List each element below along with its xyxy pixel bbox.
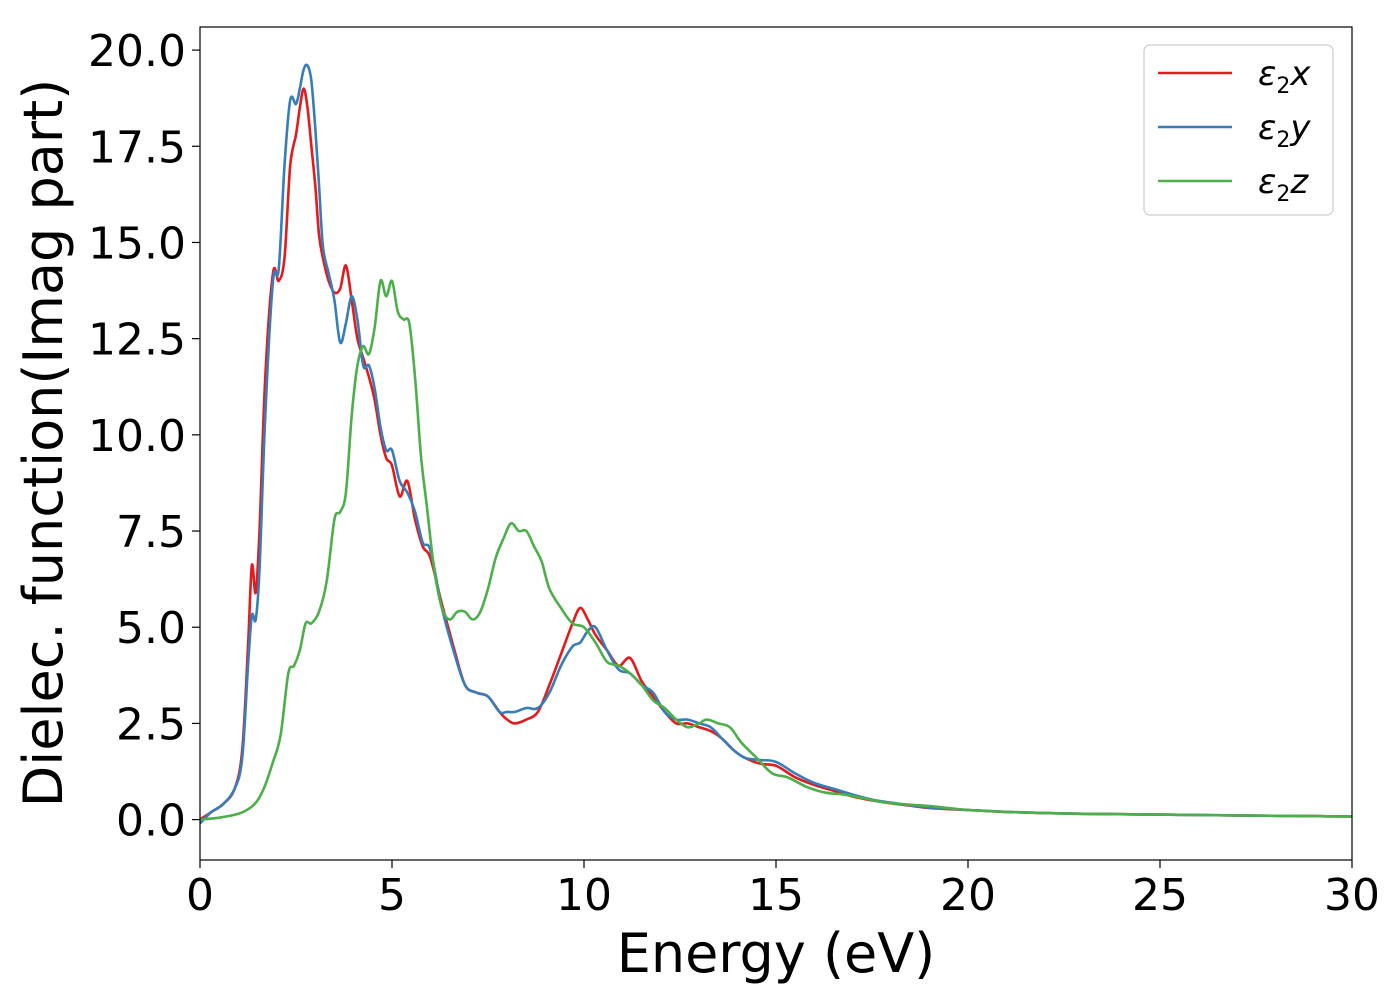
x-tick-label: 5 [378, 870, 406, 921]
x-tick-label: 15 [748, 870, 804, 921]
legend-label-y: ε2y [1258, 108, 1311, 153]
y-axis-label: Dielec. function(Imag part) [12, 79, 75, 808]
x-tick-label: 10 [556, 870, 612, 921]
y-axis-ticks: 0.0 2.5 5.0 7.5 10.0 12.5 15.0 17.5 20.0 [88, 26, 200, 847]
legend-label-subscript: 2 [1276, 74, 1290, 99]
x-tick-label: 30 [1324, 870, 1380, 921]
y-tick-label: 10.0 [88, 411, 186, 462]
legend-label-variable: z [1289, 162, 1309, 202]
x-tick-label: 25 [1132, 870, 1188, 921]
legend-box [1143, 44, 1334, 216]
legend-label-x: ε2x [1258, 54, 1311, 99]
y-tick-label: 15.0 [88, 218, 186, 269]
x-tick-label: 0 [186, 870, 214, 921]
legend-label-base: ε [1258, 54, 1276, 94]
y-tick-label: 5.0 [116, 603, 186, 654]
legend-label-z: ε2z [1258, 162, 1309, 207]
series-line-z [200, 278, 1352, 821]
series-layer [200, 63, 1352, 825]
legend-label-variable: x [1289, 54, 1311, 94]
x-axis-label: Energy (eV) [617, 922, 936, 985]
y-tick-label: 17.5 [88, 122, 186, 173]
legend-label-subscript: 2 [1276, 128, 1290, 153]
y-tick-label: 12.5 [88, 315, 186, 366]
x-tick-label: 20 [940, 870, 996, 921]
y-tick-label: 7.5 [116, 507, 186, 558]
y-tick-label: 20.0 [88, 26, 186, 77]
legend-label-variable: y [1289, 108, 1311, 148]
y-tick-label: 2.5 [116, 699, 186, 750]
legend-label-base: ε [1258, 162, 1276, 202]
legend-label-subscript: 2 [1276, 182, 1290, 207]
y-tick-label: 0.0 [116, 796, 186, 847]
legend-label-base: ε [1258, 108, 1276, 148]
x-axis-ticks: 0 5 10 15 20 25 30 [186, 860, 1380, 921]
